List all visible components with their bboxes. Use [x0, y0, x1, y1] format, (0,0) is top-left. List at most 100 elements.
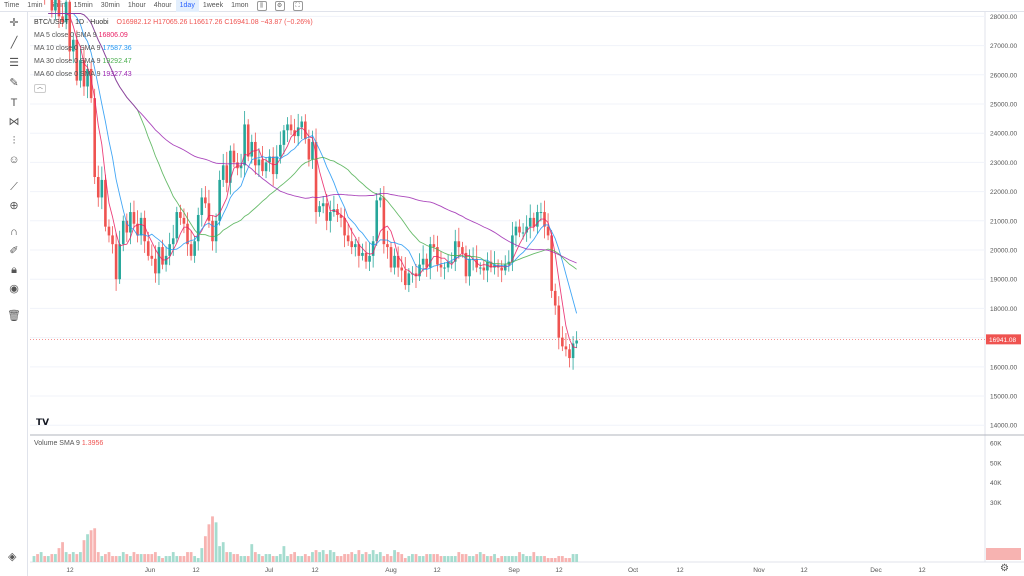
- volume-bar: [104, 554, 107, 562]
- candle-body: [418, 264, 421, 277]
- candle-body: [393, 255, 396, 268]
- timeframe-1min[interactable]: 1min: [27, 1, 43, 9]
- trash-icon[interactable]: 🗑︎: [7, 310, 21, 322]
- volume-bar: [46, 556, 50, 562]
- candle-body: [457, 241, 461, 248]
- ma-60-row[interactable]: MA 60 close 0 SMA 9 19327.43: [34, 71, 132, 78]
- timeframe-4hour[interactable]: 4hour: [153, 1, 172, 9]
- volume-bar: [203, 536, 207, 562]
- timeframe-1week[interactable]: 1week: [202, 1, 224, 9]
- candle-body: [571, 343, 575, 359]
- symbol-title[interactable]: BTC/USDT · 1D · Huobi: [34, 19, 109, 26]
- volume-value: 1.3956: [81, 440, 104, 447]
- candle-body: [257, 159, 261, 166]
- timeframe-30min[interactable]: 30min: [100, 1, 120, 9]
- volume-bar: [532, 552, 536, 562]
- volume-bar: [86, 534, 89, 562]
- volume-bar: [353, 554, 357, 562]
- volume-bar: [528, 556, 532, 562]
- candle-body: [432, 244, 436, 248]
- timeframe-1day[interactable]: 1day: [175, 0, 199, 12]
- volume-bar: [482, 554, 486, 562]
- price-tick-label: 15000.00: [990, 394, 1017, 401]
- timeframe-time[interactable]: Time: [4, 1, 20, 9]
- candle-body: [425, 258, 428, 268]
- ma-30-value: 19292.47: [102, 58, 132, 65]
- candle-body: [114, 244, 118, 280]
- text-icon[interactable]: T: [10, 97, 18, 109]
- candle-body: [218, 179, 221, 221]
- indicators-icon[interactable]: ⚙: [274, 0, 285, 11]
- timeframe-1hour[interactable]: 1hour: [127, 1, 146, 9]
- candle-body: [225, 165, 229, 183]
- price-tick-label: 27000.00: [990, 43, 1017, 50]
- price-tick-label: 22000.00: [990, 189, 1017, 196]
- timeframe-15min[interactable]: 15min: [73, 1, 93, 9]
- candle-type-icon[interactable]: ⫼: [256, 0, 267, 11]
- last-price-label: 16941.08: [989, 337, 1016, 344]
- eye-icon[interactable]: ◉: [9, 283, 19, 295]
- timeframe-toolbar: Time1min5min15min30min1hour4hour1day1wee…: [0, 0, 1024, 12]
- zoom-in-icon[interactable]: ⊕: [9, 200, 19, 212]
- volume-bar: [496, 558, 500, 562]
- volume-bar: [446, 556, 450, 562]
- emoji-icon[interactable]: ☺: [8, 154, 20, 166]
- volume-bar: [43, 556, 47, 562]
- brush-icon[interactable]: ✎: [9, 77, 19, 89]
- candle-body: [446, 261, 450, 268]
- layers-icon[interactable]: ◈: [8, 551, 17, 563]
- volume-bar: [164, 556, 168, 562]
- ma-5-line: [48, 13, 577, 349]
- pattern-icon[interactable]: ⋈: [8, 116, 20, 128]
- ma-10-row[interactable]: MA 10 close 0 SMA 9 17587.36: [34, 45, 132, 52]
- candle-body: [175, 212, 179, 239]
- ma-10-value: 17587.36: [102, 45, 132, 52]
- lock-icon[interactable]: 🔒︎: [11, 264, 17, 276]
- volume-bar: [314, 550, 318, 562]
- volume-bar: [253, 552, 257, 562]
- timeframe-1mon[interactable]: 1mon: [231, 1, 249, 9]
- candle-body: [111, 235, 114, 245]
- crosshair-icon[interactable]: ✛: [9, 17, 19, 29]
- fib-icon[interactable]: ☰: [9, 57, 19, 69]
- candle-body: [136, 223, 139, 236]
- volume-bar: [453, 556, 457, 562]
- time-tick-label: Aug: [385, 567, 397, 574]
- candle-body: [368, 255, 371, 262]
- lock-drawing-icon[interactable]: ✐: [9, 245, 19, 257]
- magnet-icon[interactable]: ∩: [10, 226, 18, 238]
- collapse-legend-button[interactable]: ︿: [34, 84, 46, 93]
- candle-body: [375, 200, 379, 242]
- ma-5-row[interactable]: MA 5 close 0 SMA 9 16806.09: [34, 32, 128, 39]
- volume-bar: [575, 554, 579, 562]
- volume-bar: [386, 554, 389, 562]
- candle-body: [229, 150, 232, 183]
- candle-body: [286, 124, 289, 131]
- fullscreen-icon[interactable]: ⛶: [292, 0, 303, 11]
- gear-icon[interactable]: ⚙: [1000, 563, 1009, 574]
- prediction-icon[interactable]: ⫶: [12, 135, 16, 147]
- candle-body: [500, 267, 503, 271]
- candle-body: [82, 60, 86, 87]
- trend-line-icon[interactable]: ╱: [10, 37, 18, 49]
- ruler-icon[interactable]: ⟋: [10, 181, 18, 193]
- volume-bar: [543, 556, 546, 562]
- candle-body: [518, 226, 521, 233]
- volume-bar: [425, 554, 429, 562]
- candle-body: [307, 139, 311, 160]
- candle-body: [528, 217, 532, 227]
- volume-bar: [464, 554, 468, 562]
- candle-body: [421, 258, 425, 265]
- volume-bar: [200, 548, 204, 562]
- candle-body: [79, 60, 82, 81]
- volume-bar: [357, 550, 361, 562]
- volume-legend[interactable]: Volume SMA 9 1.3956: [34, 440, 103, 447]
- time-tick-label: 12: [66, 567, 74, 574]
- candle-body: [200, 197, 204, 215]
- candle-body: [125, 220, 129, 233]
- candle-body: [261, 159, 264, 172]
- ma-30-row[interactable]: MA 30 close 0 SMA 9 19292.47: [34, 58, 132, 65]
- time-tick-label: 12: [555, 567, 563, 574]
- volume-bar: [393, 550, 396, 562]
